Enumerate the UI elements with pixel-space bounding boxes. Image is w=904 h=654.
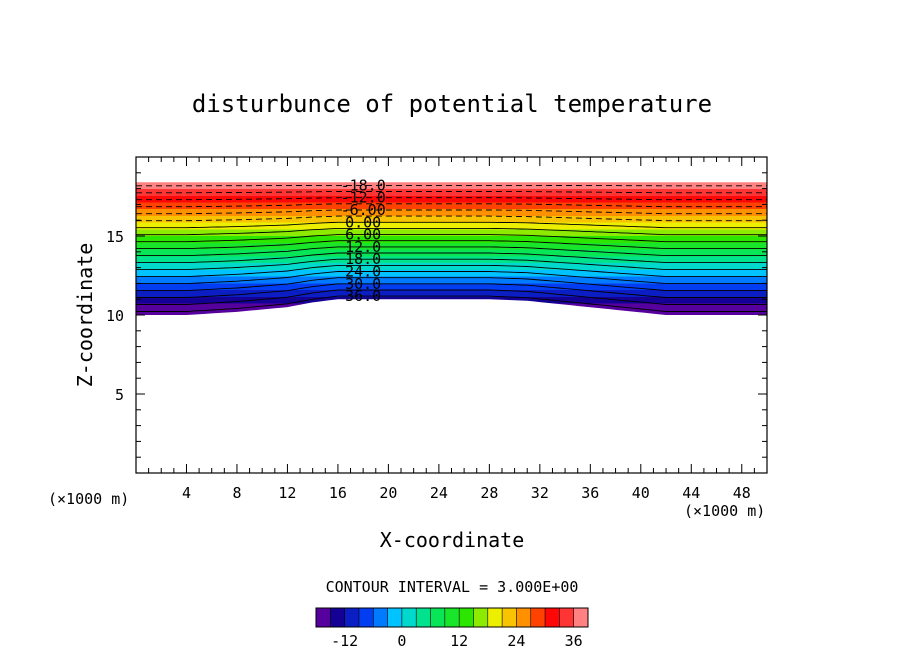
contour-label: -12.0 [341,189,386,207]
colorbar-tick-label: 12 [450,632,468,650]
x-tick-label: 48 [733,484,751,502]
contour-line [136,221,767,229]
x-tick-label: 44 [682,484,700,502]
contour-label: -18.0 [341,176,386,194]
contour-line [136,252,767,264]
contour-line [136,246,767,257]
colorbar-tick-label: 36 [565,632,583,650]
y-tick-label: 5 [115,386,124,404]
contour-line [136,258,767,271]
contour-label: 24.0 [345,263,381,281]
contour-label: 18.0 [345,250,381,268]
contour-line [136,240,767,250]
colorbar-tick-label: 0 [397,632,406,650]
contour-line [136,271,767,285]
contour-line [136,264,767,278]
contour-line [136,203,767,208]
x-tick-label: 4 [182,484,191,502]
y-axis-title: Z-coordinate [73,243,97,388]
contour-interval-label: CONTOUR INTERVAL = 3.000E+00 [326,578,579,596]
contour-label: 6.00 [345,226,381,244]
contour-line [136,283,767,298]
contour-line [136,227,767,236]
contour-line [136,277,767,292]
contour-label: 36.0 [345,287,381,305]
x-tick-labels: 4 8 12 16 20 24 28 32 36 40 44 48 [182,484,751,502]
x-tick-label: 12 [278,484,296,502]
temperature-field [136,182,767,315]
y-unit-label: (×1000 m) [48,490,129,508]
contour-line [136,191,767,194]
contour-line [136,197,767,201]
x-tick-label: 8 [232,484,241,502]
colorbar-dividers [330,608,574,627]
colorbar: -12 0 12 24 36 [315,607,589,650]
x-tick-label: 24 [430,484,448,502]
x-tick-label: 20 [379,484,397,502]
x-tick-label: 36 [581,484,599,502]
contour-line [136,289,767,305]
x-tick-label: 32 [531,484,549,502]
contour-labels: -18.0-12.0-6.000.006.0012.018.024.030.03… [341,176,386,305]
contour-line [136,295,767,312]
y-tick-label: 15 [106,228,124,246]
contour-label: 12.0 [345,238,381,256]
contour-line [136,234,767,243]
contour-lines [136,184,767,312]
colorbar-tick-label: -12 [331,632,358,650]
y-tick-label: 10 [106,307,124,325]
chart-title: disturbunce of potential temperature [192,90,712,118]
y-tick-labels: 5 10 15 [106,228,124,404]
colorbar-fill [316,608,588,627]
contour-label: 0.00 [345,213,381,231]
x-unit-label: (×1000 m) [684,502,765,520]
x-tick-label: 16 [329,484,347,502]
contour-line [136,215,767,222]
colorbar-tick-label: 24 [507,632,525,650]
x-tick-label: 28 [480,484,498,502]
contour-line [136,209,767,215]
axis-ticks [135,156,768,474]
colorbar-frame [315,607,589,628]
contour-label: 30.0 [345,275,381,293]
x-axis-title: X-coordinate [380,528,525,552]
contour-label: -6.00 [341,201,386,219]
x-tick-label: 40 [632,484,650,502]
colorbar-tick-labels: -12 0 12 24 36 [331,632,583,650]
plot-area: -18.0-12.0-6.000.006.0012.018.024.030.03… [136,176,767,315]
